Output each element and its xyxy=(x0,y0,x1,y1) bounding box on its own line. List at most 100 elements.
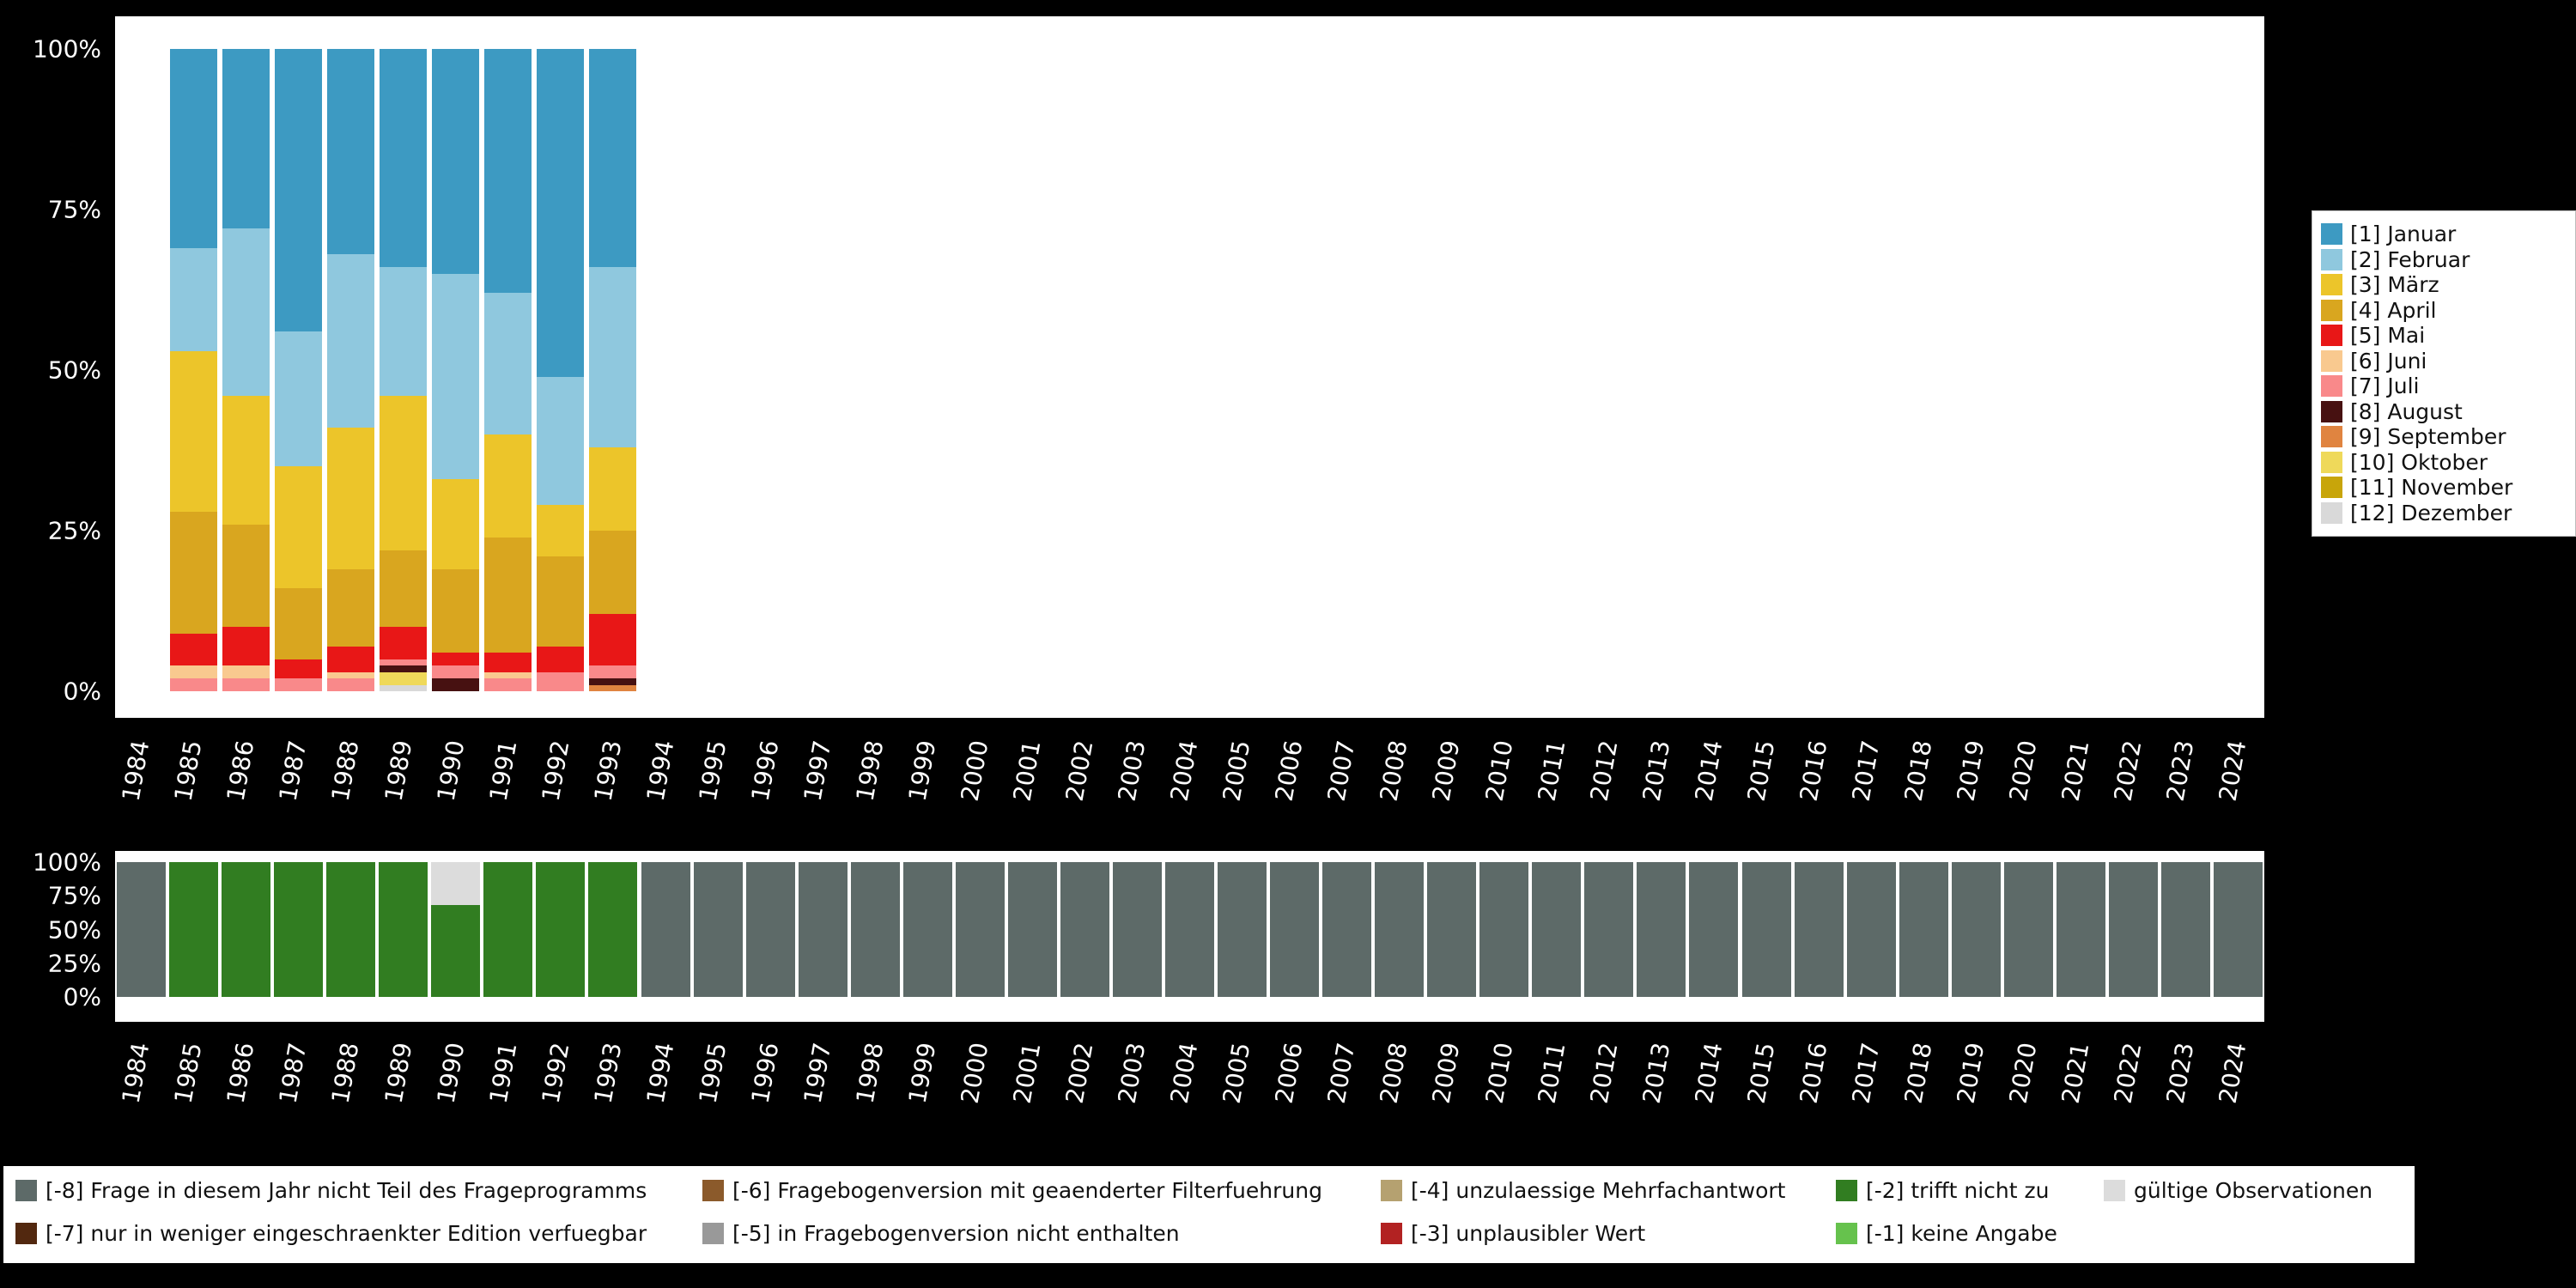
x-axis-label: 2021 xyxy=(2056,738,2095,804)
bar-segment--8 xyxy=(641,862,690,997)
missing-values-bar-2009 xyxy=(1427,862,1477,997)
x-axis-label: 2010 xyxy=(1479,1040,1519,1106)
x-axis-label: 2003 xyxy=(1112,1040,1151,1106)
bar-segment-7 xyxy=(380,659,428,666)
x-axis-label: 2007 xyxy=(1322,738,1361,804)
legend-label: [1] Januar xyxy=(2350,222,2457,246)
missing-values-bar-1996 xyxy=(745,862,795,997)
missing-legend-item--3: [-3] unplausibler Wert xyxy=(1381,1221,1645,1246)
month-legend-item-10: [10] Oktober xyxy=(2321,450,2567,475)
x-axis-label: 2001 xyxy=(1007,738,1047,804)
bar-segment-6 xyxy=(327,671,375,679)
missing-values-bar-2007 xyxy=(1322,862,1372,997)
x-axis-label: 1992 xyxy=(536,738,575,804)
bar-segment-7 xyxy=(537,671,585,691)
bar-segment-4 xyxy=(380,550,428,628)
x-axis-label: 2017 xyxy=(1846,738,1886,804)
x-axis-label: 2018 xyxy=(1899,738,1938,804)
legend-label: [11] November xyxy=(2350,475,2513,501)
missing-values-bar-2023 xyxy=(2160,862,2210,997)
bar-segment--8 xyxy=(1007,862,1057,997)
bar-segment--8 xyxy=(1270,862,1320,997)
bar-segment-1 xyxy=(432,49,480,274)
bar-segment--8 xyxy=(1479,862,1529,997)
x-axis-label: 1995 xyxy=(693,738,732,804)
x-axis-label: 2019 xyxy=(1951,738,1990,804)
bar-segment--8 xyxy=(1637,862,1686,997)
month-legend-item-6: [6] Juni xyxy=(2321,349,2567,374)
bar-segment-1 xyxy=(484,49,532,294)
bar-segment-5 xyxy=(432,653,480,666)
x-axis-label: 1993 xyxy=(588,1040,628,1106)
bar-segment--2 xyxy=(222,862,271,997)
bar-segment-3 xyxy=(589,447,637,532)
missing-legend-item--4: [-4] unzulaessige Mehrfachantwort xyxy=(1381,1178,1785,1203)
month-legend-item-11: [11] November xyxy=(2321,475,2567,500)
x-axis-label: 1994 xyxy=(641,738,680,804)
missing-legend-item--5: [-5] in Fragebogenversion nicht enthalte… xyxy=(702,1221,1180,1246)
bar-segment--2 xyxy=(588,862,638,997)
missing-values-bar-2002 xyxy=(1060,862,1109,997)
x-axis-label: 2008 xyxy=(1375,1040,1413,1106)
bar-segment--2 xyxy=(483,862,533,997)
bar-segment-2 xyxy=(170,247,218,351)
legend-swatch-icon xyxy=(2104,1180,2125,1201)
bar-segment--8 xyxy=(850,862,900,997)
bar-segment-2 xyxy=(222,228,270,396)
bar-segment-5 xyxy=(589,614,637,666)
bar-segment-6 xyxy=(170,665,218,679)
bar-segment--8 xyxy=(2108,862,2158,997)
month-distribution-bar-1993 xyxy=(589,49,637,691)
bar-segment--8 xyxy=(1846,862,1896,997)
bar-segment-7 xyxy=(589,665,637,679)
y-axis-tick-label: 75% xyxy=(47,195,101,224)
x-axis-label: 2008 xyxy=(1375,738,1413,804)
x-axis-label: 2022 xyxy=(2108,1040,2148,1106)
legend-label: [5] Mai xyxy=(2350,323,2426,349)
bar-segment-4 xyxy=(484,537,532,653)
month-legend-item-1: [1] Januar xyxy=(2321,222,2567,246)
bar-segment--8 xyxy=(2056,862,2105,997)
missing-values-bar-2006 xyxy=(1270,862,1320,997)
legend-swatch-icon xyxy=(1836,1223,1857,1244)
missing-values-bar-2003 xyxy=(1112,862,1162,997)
bar-segment-3 xyxy=(222,395,270,525)
x-axis-label: 2012 xyxy=(1584,738,1624,804)
missing-legend-item--6: [-6] Fragebogenversion mit geaenderter F… xyxy=(702,1178,1322,1203)
legend-label: [12] Dezember xyxy=(2350,500,2512,526)
bar-segment-1 xyxy=(327,49,375,255)
bar-segment-5 xyxy=(484,653,532,672)
x-axis-label: 1987 xyxy=(274,1040,313,1106)
legend-swatch-icon xyxy=(2321,274,2342,296)
x-axis-label: 1986 xyxy=(221,1040,260,1106)
bar-segment-4 xyxy=(170,511,218,634)
x-axis-label: 2007 xyxy=(1322,1040,1361,1106)
month-distribution-bar-1987 xyxy=(275,49,323,691)
legend-swatch-icon xyxy=(2321,477,2342,499)
y-axis-tick-label: 25% xyxy=(47,516,101,545)
month-legend-item-2: [2] Februar xyxy=(2321,247,2567,272)
missing-legend-item-valid: gültige Observationen xyxy=(2104,1178,2372,1203)
x-axis-label: 1995 xyxy=(693,1040,732,1106)
bar-segment-2 xyxy=(537,376,585,506)
bar-segment-8 xyxy=(380,665,428,672)
x-axis-label: 1985 xyxy=(168,1040,208,1106)
bar-segment--8 xyxy=(902,862,952,997)
bar-segment--2 xyxy=(379,862,428,997)
bar-segment-5 xyxy=(537,646,585,672)
legend-swatch-icon xyxy=(1381,1223,1402,1244)
x-axis-label: 2023 xyxy=(2160,1040,2200,1106)
bar-segment--2 xyxy=(431,905,481,997)
bar-segment--2 xyxy=(274,862,324,997)
missing-values-bar-2022 xyxy=(2108,862,2158,997)
legend-swatch-icon xyxy=(2321,501,2342,524)
legend-label: [4] April xyxy=(2350,297,2437,323)
bar-segment-5 xyxy=(327,646,375,672)
bar-segment-2 xyxy=(432,273,480,480)
missing-values-bar-1989 xyxy=(379,862,428,997)
x-axis-label: 1997 xyxy=(798,738,837,804)
x-axis-label: 2013 xyxy=(1637,738,1676,804)
missing-values-bar-1997 xyxy=(798,862,848,997)
x-axis-label: 2016 xyxy=(1794,738,1833,804)
x-axis-label: 2017 xyxy=(1846,1040,1886,1106)
